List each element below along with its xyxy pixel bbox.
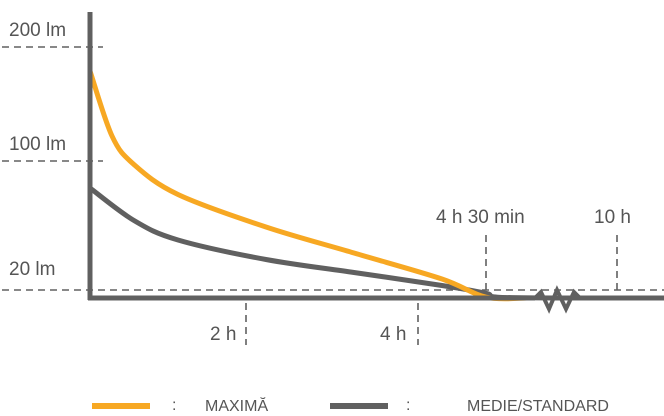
- x-tick-label: 4 h 30 min: [436, 207, 525, 228]
- y-tick-label: 200 lm: [9, 20, 66, 41]
- legend-label: MAXIMĂ: [205, 396, 268, 415]
- x-tick-label: 10 h: [594, 207, 631, 228]
- axis-break-zigzag: [533, 285, 582, 314]
- legend-separator: :: [406, 397, 410, 414]
- legend-separator: :: [172, 397, 176, 414]
- legend-label: MEDIE/STANDARD: [467, 398, 609, 415]
- y-tick-label: 100 lm: [9, 134, 66, 155]
- series-line-medie-standard: [87, 185, 630, 301]
- x-tick-label: 4 h: [380, 324, 406, 345]
- series-line-maxima: [87, 68, 530, 302]
- y-tick-label: 20 lm: [9, 259, 55, 280]
- x-tick-label: 2 h: [210, 324, 236, 345]
